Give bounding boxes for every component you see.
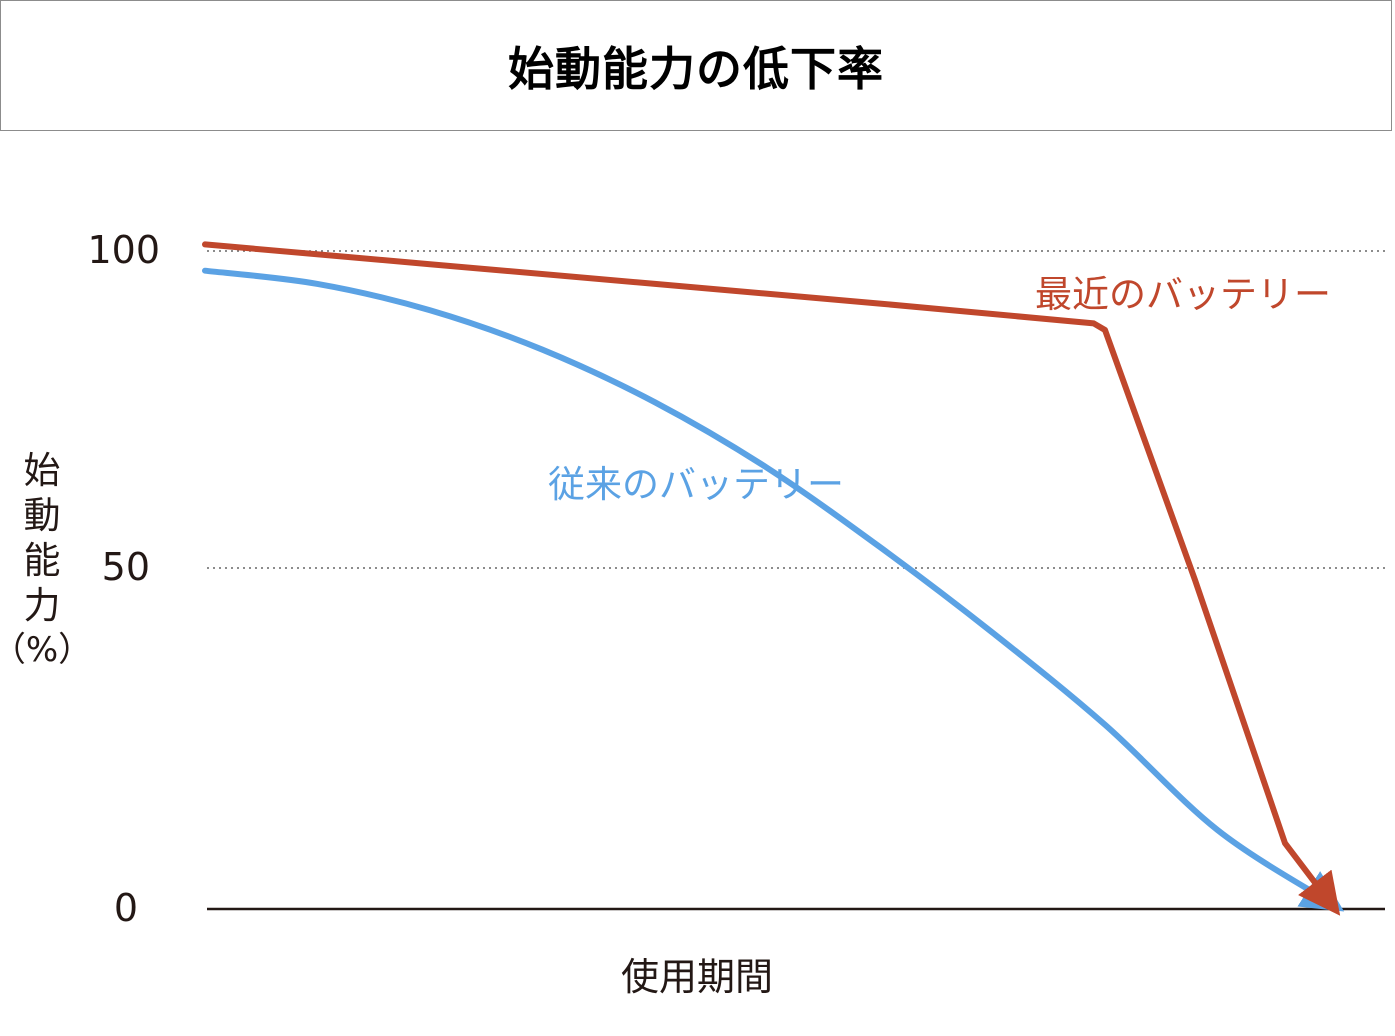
y-tick-label-50: 50 [102, 545, 150, 589]
chart-title-box: 始動能力の低下率 [0, 0, 1392, 131]
series-label-conventional-battery: 従来のバッテリー [548, 463, 844, 506]
y-tick-label-0: 0 [114, 886, 138, 930]
y-tick-labels: 100 50 0 [87, 228, 160, 930]
y-axis-label-char: 動 [23, 494, 61, 537]
y-tick-label-100: 100 [87, 228, 160, 272]
y-axis-label: 始 動 能 力 （%） [0, 448, 92, 673]
gridlines [207, 250, 1385, 911]
chart-title: 始動能力の低下率 [508, 41, 884, 96]
x-axis-label: 使用期間 [621, 955, 773, 999]
y-axis-label-char: 能 [23, 539, 61, 582]
y-axis-label-char: 始 [23, 449, 61, 492]
series-line-conventional-battery [202, 267, 1345, 912]
series-label-recent-battery: 最近のバッテリー [1035, 273, 1331, 316]
y-axis-unit: （%） [0, 630, 93, 670]
y-axis-label-char: 力 [23, 584, 61, 627]
series-line-recent-battery [202, 241, 1341, 916]
